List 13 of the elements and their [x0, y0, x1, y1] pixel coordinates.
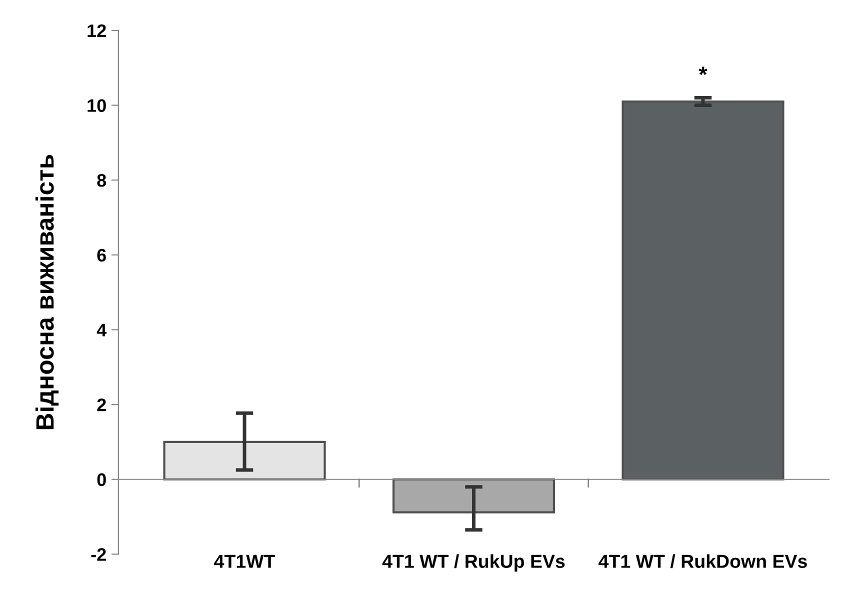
- x-tick-label: 4T1 WT / RukUp EVs: [382, 554, 565, 572]
- x-tick-label: 4T1WT: [214, 554, 276, 568]
- x-tick-label: 4T1 WT / RukDown EVs: [598, 554, 807, 568]
- y-tick-label: 4: [96, 324, 107, 336]
- y-axis-title: Відносна виживаність: [35, 154, 59, 430]
- y-tick-label: -2: [91, 548, 106, 561]
- y-tick-label: 2: [97, 398, 106, 412]
- y-tick-label: 6: [97, 248, 106, 262]
- y-tick-label: 10: [88, 99, 106, 112]
- y-tick-label: 8: [97, 174, 106, 187]
- y-tick-label: 0: [97, 473, 106, 486]
- annotation: *: [698, 66, 708, 76]
- y-tick-label: 12: [88, 24, 106, 37]
